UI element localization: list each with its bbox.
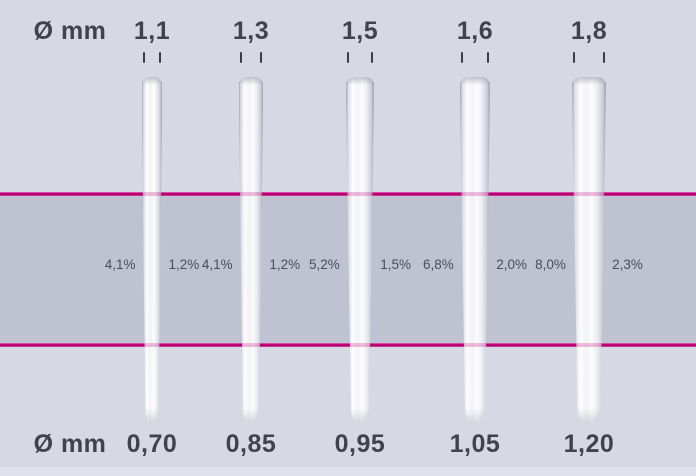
post-top-diameter-label: 1,3 bbox=[232, 17, 270, 45]
bottom-edge-strip bbox=[0, 467, 696, 476]
post-width-tick-right bbox=[603, 52, 606, 63]
post-width-tick-right bbox=[487, 52, 490, 63]
post-bottom-diameter-label: 0,85 bbox=[225, 430, 277, 458]
reference-line-bottom bbox=[0, 343, 696, 347]
tapered-post bbox=[460, 77, 490, 424]
post-width-tick-left bbox=[239, 52, 242, 63]
tapered-post bbox=[346, 77, 375, 424]
taper-percent-left-label: 4,1% bbox=[104, 257, 136, 272]
post-width-tick-left bbox=[346, 52, 349, 63]
post-width-tick-left bbox=[572, 52, 575, 63]
post-top-diameter-label: 1,1 bbox=[133, 17, 171, 45]
taper-percent-left-label: 5,2% bbox=[308, 257, 340, 272]
post-width-tick-left bbox=[142, 52, 145, 63]
post-bottom-diameter-label: 0,95 bbox=[334, 430, 386, 458]
post-top-diameter-label: 1,6 bbox=[456, 17, 494, 45]
taper-percent-left-label: 6,8% bbox=[423, 257, 454, 272]
taper-percent-right-label: 2,0% bbox=[496, 257, 527, 272]
post-top-diameter-label: 1,8 bbox=[570, 17, 608, 45]
post-width-tick-right bbox=[371, 52, 374, 63]
taper-percent-right-label: 2,3% bbox=[612, 257, 643, 272]
taper-percent-left-label: 8,0% bbox=[535, 257, 566, 272]
post-bottom-diameter-label: 0,70 bbox=[126, 430, 178, 458]
post-column: 1,8 8,0% 2,3% 1,20 bbox=[514, 0, 664, 476]
lower-diameter-unit-label: Ø mm bbox=[33, 430, 107, 458]
post-width-tick-right bbox=[159, 52, 162, 63]
tapered-post bbox=[572, 77, 606, 424]
taper-percent-right-label: 1,2% bbox=[168, 257, 200, 272]
post-column: 1,3 4,1% 1,2% 0,85 bbox=[176, 0, 326, 476]
taper-percent-right-label: 1,5% bbox=[380, 257, 412, 272]
post-bottom-diameter-label: 1,05 bbox=[449, 430, 501, 458]
post-bottom-diameter-label: 1,20 bbox=[563, 430, 615, 458]
post-width-tick-left bbox=[460, 52, 463, 63]
tapered-post bbox=[239, 77, 264, 424]
post-column: 1,5 5,2% 1,5% 0,95 bbox=[285, 0, 435, 476]
upper-diameter-unit-label: Ø mm bbox=[33, 17, 107, 45]
post-column: 1,1 4,1% 1,2% 0,70 bbox=[77, 0, 227, 476]
taper-percent-left-label: 4,1% bbox=[201, 257, 233, 272]
tapered-post bbox=[142, 77, 163, 424]
post-width-tick-right bbox=[260, 52, 263, 63]
post-column: 1,6 6,8% 2,0% 1,05 bbox=[400, 0, 550, 476]
taper-percent-right-label: 1,2% bbox=[269, 257, 301, 272]
post-top-diameter-label: 1,5 bbox=[341, 17, 379, 45]
